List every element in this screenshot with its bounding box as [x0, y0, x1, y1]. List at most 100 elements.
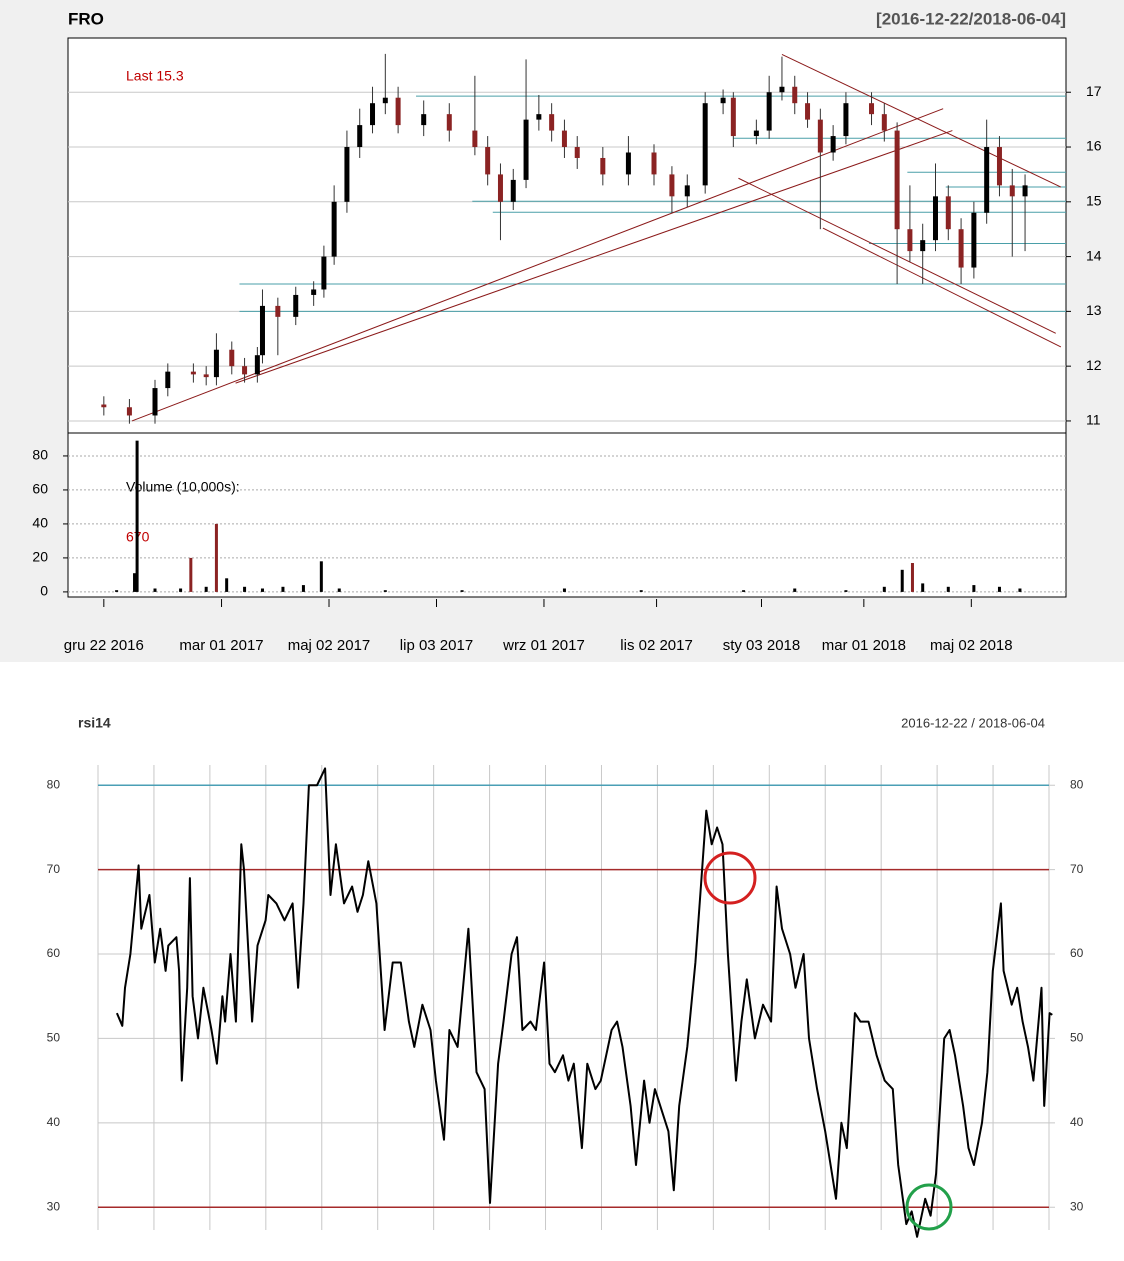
y-tick-label: 16 [1086, 138, 1102, 154]
volume-bar [319, 561, 323, 592]
volume-bar [301, 585, 305, 592]
candle-body [702, 103, 708, 186]
candle-body [945, 196, 951, 230]
candle-body [370, 103, 376, 126]
candle-body [510, 179, 516, 202]
candle-body [344, 147, 350, 202]
candle-body [894, 130, 900, 230]
y-tick-label: 14 [1086, 247, 1102, 263]
y-tick-label: 40 [1070, 1115, 1084, 1129]
x-tick-label: sty 03 2018 [723, 637, 801, 654]
y-tick-label: 15 [1086, 193, 1102, 209]
candle-body [203, 374, 209, 378]
volume-bar [189, 557, 193, 592]
trend-line [781, 53, 1062, 188]
candle-body [421, 114, 427, 126]
volume-bar [910, 563, 914, 592]
candle-body [190, 371, 196, 375]
volume-bar [946, 586, 950, 592]
candle-body [259, 305, 265, 356]
candle-body [395, 97, 401, 126]
candle-body [293, 294, 299, 317]
candle-body [101, 404, 107, 408]
x-tick-label: mar 01 2018 [822, 637, 906, 654]
candle-body [920, 240, 926, 252]
highlight-circle [905, 1183, 953, 1231]
candle-body [971, 212, 977, 268]
y-tick-label: 12 [1086, 357, 1102, 373]
x-tick-label: wrz 01 2017 [502, 637, 585, 654]
volume-bar [135, 440, 139, 592]
trend-line [235, 130, 953, 384]
candle-body [536, 114, 542, 120]
y-tick-label: 60 [47, 946, 61, 960]
trend-line [131, 108, 944, 422]
candle-body [907, 229, 913, 252]
candle-body [126, 407, 132, 416]
candle-body [331, 201, 337, 257]
candle-body [753, 130, 759, 137]
trend-line [822, 227, 1062, 348]
candle-body [720, 97, 726, 104]
y-tick-label: 30 [1070, 1199, 1084, 1213]
y-tick-label: 17 [1086, 83, 1102, 99]
y-tick-label: 60 [1070, 946, 1084, 960]
date-range: [2016-12-22/2018-06-04] [876, 9, 1066, 28]
plot-area [67, 37, 1067, 598]
candle-body [817, 119, 823, 153]
candle-body [446, 114, 452, 131]
volume-bar [844, 590, 848, 592]
candle-body [561, 130, 567, 148]
y-tick-label: 70 [47, 862, 61, 876]
chart-title: FRO [68, 9, 104, 28]
last-label: Last 15.3 [126, 68, 184, 84]
volume-bar [742, 590, 746, 592]
y-tick-label: 13 [1086, 302, 1102, 318]
x-tick-label: maj 02 2017 [288, 637, 371, 654]
layers: 11 12 13 14 15 16 17 0 20 40 60 80 gru 22 2016 mar 01… [32, 53, 1102, 1238]
candle-body [805, 103, 811, 120]
candle-body [1022, 185, 1028, 197]
rsi-title: rsi14 [78, 715, 111, 731]
candle-body [869, 103, 875, 115]
y-tick-label: 20 [32, 549, 48, 565]
candle-body [730, 97, 736, 137]
candle-body [958, 229, 964, 268]
volume-bar [972, 585, 976, 592]
candle-body [574, 147, 580, 158]
volume-bar [882, 586, 886, 592]
candle-body [1009, 185, 1015, 197]
y-tick-label: 80 [47, 777, 61, 791]
x-tick-label: gru 22 2016 [64, 637, 144, 654]
y-tick-label: 11 [1086, 412, 1101, 428]
y-tick-label: 40 [47, 1115, 61, 1129]
volume-bar [383, 590, 387, 592]
candle-body [165, 371, 171, 389]
candle-body [625, 152, 631, 175]
volume-bar [115, 590, 119, 592]
volume-bar [639, 590, 643, 592]
volume-bar [793, 588, 797, 592]
candle-body [600, 157, 606, 175]
x-tick-label: maj 02 2018 [930, 637, 1013, 654]
candle-body [932, 196, 938, 241]
volume-bar [179, 588, 183, 592]
candle-body [242, 366, 248, 375]
y-tick-label: 40 [32, 515, 48, 531]
candle-body [152, 388, 158, 416]
volume-bar [260, 588, 264, 592]
candle-body [779, 86, 785, 93]
candle-body [830, 136, 836, 153]
candle-body [792, 86, 798, 104]
volume-bar [214, 523, 218, 592]
volume-bar [900, 569, 904, 592]
candle-body [485, 147, 491, 175]
volume-bar [1018, 588, 1022, 592]
y-tick-label: 60 [32, 481, 48, 497]
volume-bar [997, 586, 1001, 592]
candle-body [472, 130, 478, 148]
candle-body [881, 114, 887, 131]
candle-body [275, 305, 281, 317]
highlight-circle [703, 851, 757, 905]
